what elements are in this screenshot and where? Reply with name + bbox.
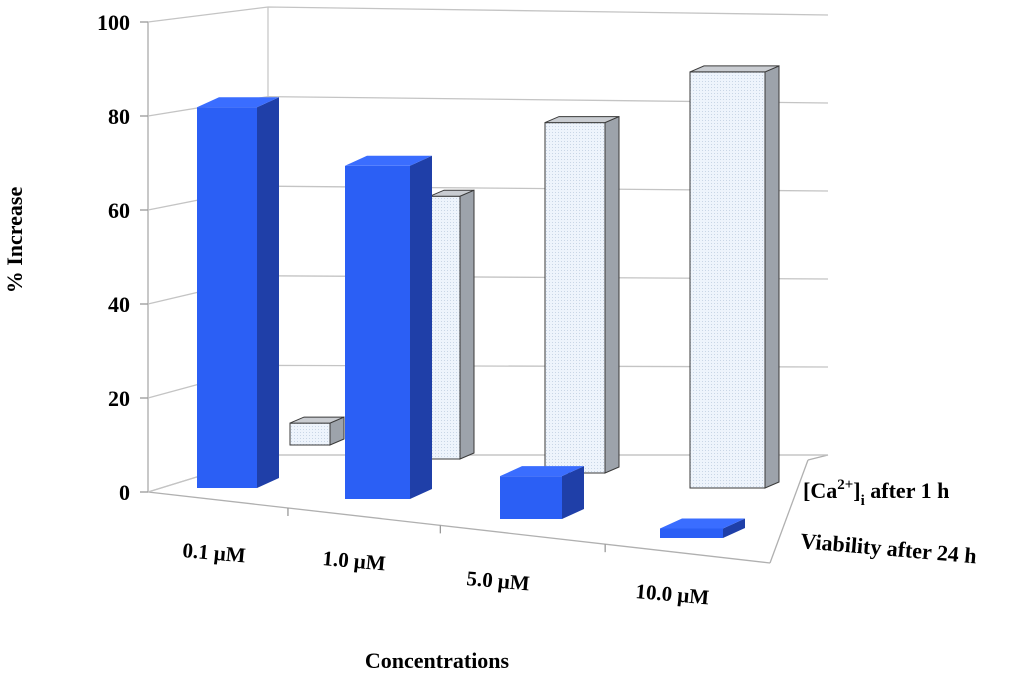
bar-front <box>544 122 606 474</box>
bar-top <box>197 97 279 108</box>
bar-front <box>197 107 257 488</box>
x-tick-label: 10.0 μM <box>635 579 711 609</box>
floor-right-corner <box>807 454 829 461</box>
bar-side <box>257 97 279 488</box>
back-bar <box>544 115 620 474</box>
y-tick-label: 100 <box>97 10 130 35</box>
y-tick-label: 20 <box>108 386 130 411</box>
bar-front <box>289 422 331 446</box>
bar-top <box>500 466 584 477</box>
bar-side <box>410 155 432 500</box>
front-series-bars <box>197 97 745 538</box>
x-tick-label: 1.0 μM <box>322 546 387 575</box>
y-tick-label: 40 <box>108 292 130 317</box>
bar-front <box>660 528 723 538</box>
bar-side <box>723 518 745 538</box>
front-bar <box>197 97 279 488</box>
bar-front <box>689 71 766 489</box>
back-series-bars <box>289 65 780 489</box>
floor-right-edge <box>769 459 809 564</box>
x-tick-label: 5.0 μM <box>466 566 531 595</box>
bar-top <box>689 65 780 73</box>
back-bar <box>689 65 780 489</box>
gridline <box>147 6 829 23</box>
y-tick-label: 0 <box>119 480 130 505</box>
bar-side <box>562 466 584 519</box>
x-tick-label: 0.1 μM <box>182 538 247 567</box>
bar-top <box>289 416 345 424</box>
bar-top <box>345 155 432 166</box>
floor-front-edge <box>147 491 771 564</box>
bar-top <box>660 518 745 529</box>
bar-top <box>544 116 620 124</box>
legend-series-viability: Viability after 24 h <box>800 528 978 568</box>
gridline <box>147 95 829 117</box>
x-axis-title: Concentrations <box>365 648 510 673</box>
front-bar <box>500 466 584 519</box>
bar-top <box>429 189 475 197</box>
y-tick-label: 80 <box>108 104 130 129</box>
bar-side <box>459 189 475 460</box>
bar-front <box>345 165 410 500</box>
y-axis-title: % Increase <box>2 187 27 294</box>
bar-front <box>429 195 461 460</box>
front-bar <box>660 518 745 538</box>
bar-side <box>764 65 780 489</box>
back-bar <box>429 189 475 460</box>
back-bar <box>289 416 345 446</box>
y-tick-label: 60 <box>108 198 130 223</box>
bar-side <box>604 115 620 474</box>
front-bar <box>345 155 432 500</box>
legend-series-ca: [Ca2+]i after 1 h <box>803 477 949 509</box>
bar-front <box>500 476 562 519</box>
axis-labels: 0 20 40 60 80 100 0.1 μM 1.0 μM 5.0 μM 10.0 μM <box>97 10 710 609</box>
